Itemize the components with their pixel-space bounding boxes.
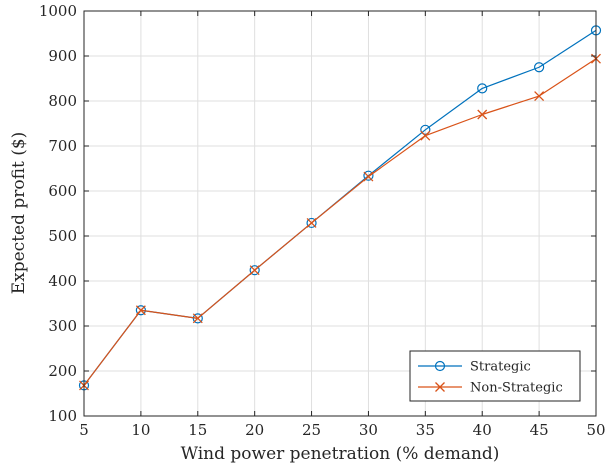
data-point-strategic [192,313,203,324]
x-tick-label: 10 [131,421,150,439]
y-tick-label: 200 [48,362,77,380]
plot-frame [83,10,597,417]
legend-marker-strategic [434,360,446,372]
y-tick-label: 300 [48,317,77,335]
x-tick-label: 20 [245,421,264,439]
data-point-strategic [363,170,374,181]
y-axis-label: Expected profit ($) [9,132,29,295]
series-line-non-strategic [83,58,597,386]
x-tick-label: 45 [530,421,549,439]
legend-label-strategic: Strategic [470,360,531,375]
data-point-strategic [249,265,260,276]
data-point-non-strategic [135,305,146,316]
legend-entry-non-strategic: Non-Strategic [418,381,563,396]
y-tick-label: 400 [48,272,77,290]
data-point-non-strategic [306,217,317,228]
x-axis-label: Wind power penetration (% demand) [181,444,500,464]
data-point-strategic [420,124,431,135]
data-point-strategic [534,62,545,73]
data-point-strategic [477,83,488,94]
data-point-strategic [135,305,146,316]
x-tick-label: 40 [473,421,492,439]
data-point-non-strategic [249,265,260,276]
y-tick-label: 800 [48,92,77,110]
y-tick-label: 600 [48,182,77,200]
data-point-non-strategic [477,109,488,120]
x-tick-label: 25 [302,421,321,439]
data-point-non-strategic [192,313,203,324]
plot-background [84,11,596,416]
y-tick-label: 900 [48,47,77,65]
y-tick-label: 1000 [39,2,77,20]
x-tick-label: 5 [79,421,89,439]
data-point-strategic [306,217,317,229]
ticks: 5 10 15 20 25 30 35 40 45 50 100 200 300 400 500 600 700… [39,2,606,439]
x-tick-label: 50 [586,421,605,439]
y-tick-label: 500 [48,227,77,245]
data-point-non-strategic [420,130,431,141]
legend-marker-non-strategic [435,382,445,392]
x-tick-label: 35 [416,421,435,439]
legend-entry-strategic: Strategic [418,360,531,375]
data-point-non-strategic [363,171,374,182]
data-point-non-strategic [534,91,545,102]
legend-label-non-strategic: Non-Strategic [470,381,563,396]
y-tick-label: 700 [48,137,77,155]
legend: Strategic Non-Strategic [409,350,581,402]
x-tick-label: 30 [359,421,378,439]
legend-box [409,350,581,402]
x-tick-label: 15 [188,421,207,439]
y-tick-label: 100 [48,407,77,425]
